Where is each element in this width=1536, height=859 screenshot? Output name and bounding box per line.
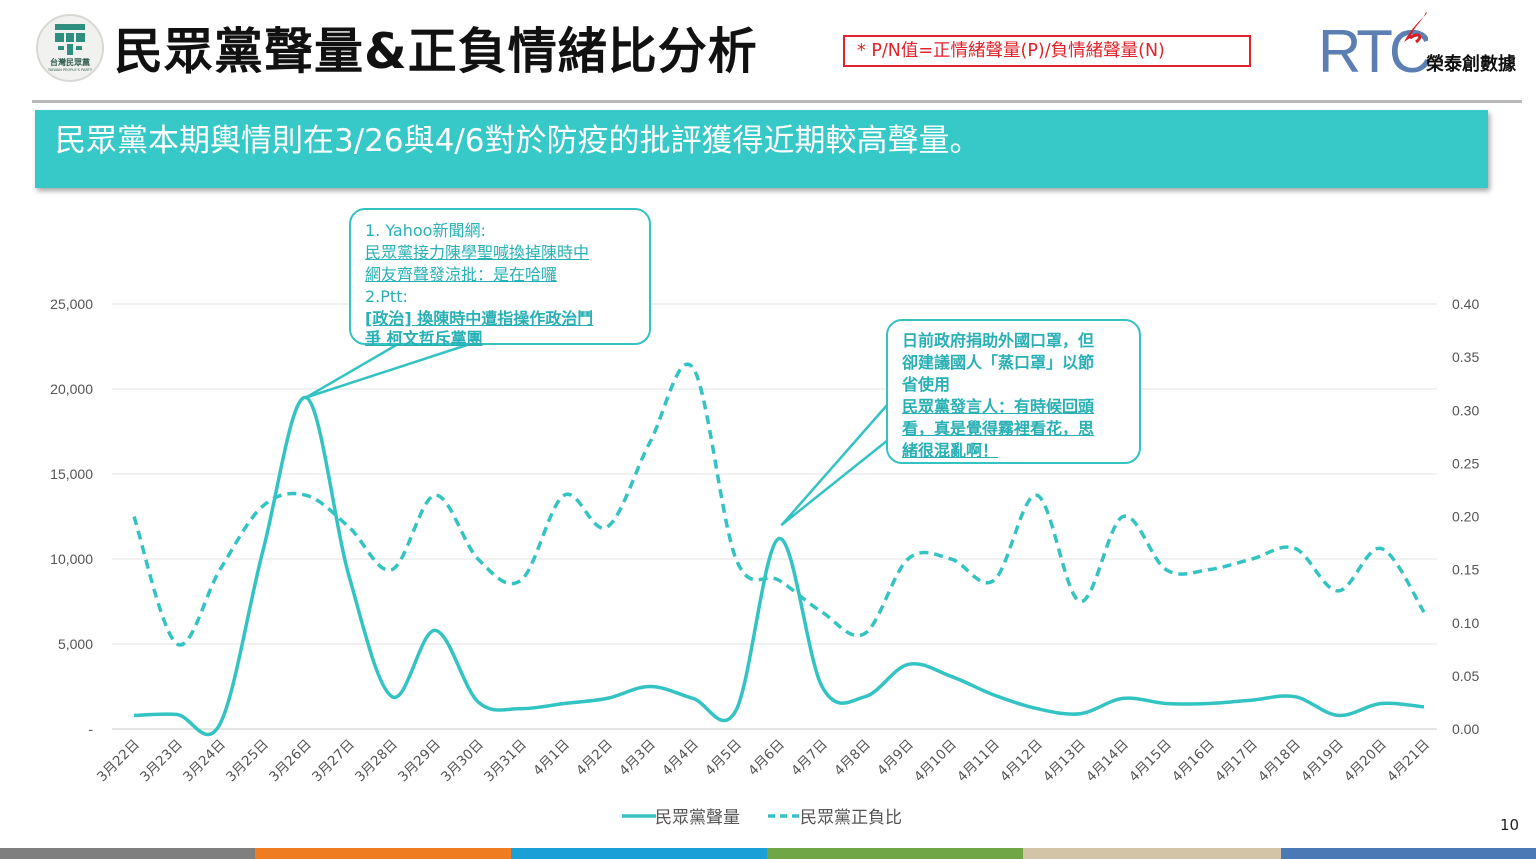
right-axis-tick-label: 0.00 xyxy=(1452,721,1479,737)
footer-bar xyxy=(0,848,255,859)
rtc-logo: RTC xyxy=(1318,12,1428,78)
x-axis-tick-label: 4月1日 xyxy=(530,737,573,780)
brand-name: 榮泰創數據 xyxy=(1426,54,1516,75)
x-axis-tick-label: 4月7日 xyxy=(788,737,831,780)
left-axis-tick-label: 20,000 xyxy=(50,381,93,397)
x-axis-tick-label: 4月6日 xyxy=(745,737,788,780)
x-axis-tick-label: 4月8日 xyxy=(831,737,874,780)
callout-link[interactable]: 爭 柯文哲斥黨團 xyxy=(365,329,483,348)
x-axis-tick-label: 3月22日 xyxy=(94,737,143,786)
x-axis-tick-label: 3月25日 xyxy=(223,737,272,786)
right-axis-tick-label: 0.20 xyxy=(1452,509,1479,525)
callout-link[interactable]: 民眾黨接力陳學聖喊換掉陳時中 xyxy=(365,243,590,262)
x-axis-tick-label: 4月15日 xyxy=(1126,737,1175,786)
x-axis-tick-label: 4月18日 xyxy=(1255,737,1304,786)
left-axis-tick-label: 10,000 xyxy=(50,551,93,567)
header-divider xyxy=(32,100,1522,103)
x-axis-tick-label: 4月10日 xyxy=(911,737,960,786)
x-axis-tick-label: 3月30日 xyxy=(438,737,487,786)
x-axis-tick-label: 4月2日 xyxy=(573,737,616,780)
x-axis-tick-label: 3月27日 xyxy=(309,737,358,786)
x-axis-tick-label: 4月12日 xyxy=(997,737,1046,786)
x-axis-tick-label: 3月24日 xyxy=(180,737,229,786)
x-axis-tick-label: 3月29日 xyxy=(395,737,444,786)
party-emblem-icon xyxy=(55,24,85,55)
right-axis-tick-label: 0.15 xyxy=(1452,562,1479,578)
x-axis-tick-label: 3月23日 xyxy=(137,737,186,786)
logo-text: 台灣民眾黨 xyxy=(50,58,90,67)
right-axis-tick-label: 0.35 xyxy=(1452,349,1479,365)
right-axis-tick-label: 0.25 xyxy=(1452,455,1479,471)
callout-line: 省使用 xyxy=(902,375,951,394)
callout-link[interactable]: 民眾黨發言人：有時候回頭 xyxy=(902,397,1095,416)
logo-subtext: TAIWAN PEOPLE'S PARTY xyxy=(47,68,93,72)
summary-text: 民眾黨本期輿情則在3/26與4/6對於防疫的批評獲得近期較高聲量。 xyxy=(55,123,981,159)
legend-dashed-swatch xyxy=(768,814,802,818)
legend-solid-swatch xyxy=(622,814,656,818)
x-axis-tick-label: 4月14日 xyxy=(1083,737,1132,786)
x-axis-tick-label: 4月17日 xyxy=(1212,737,1261,786)
x-axis-tick-label: 4月13日 xyxy=(1040,737,1089,786)
x-axis-tick-label: 3月28日 xyxy=(352,737,401,786)
footer-bar xyxy=(1023,848,1281,859)
x-axis-tick-label: 4月5日 xyxy=(702,737,745,780)
x-axis-tick-label: 3月31日 xyxy=(481,737,530,786)
callout-line: 2.Ptt: xyxy=(365,287,408,306)
callout-mar26: 1. Yahoo新聞網: 民眾黨接力陳學聖喊換掉陳時中 網友齊聲發涼批：是在哈囉… xyxy=(349,208,651,348)
callout-link[interactable]: 看，真是覺得霧裡看花，思 xyxy=(902,419,1095,438)
pn-definition-note: * P/N值=正情緒聲量(P)/負情緒聲量(N) xyxy=(843,35,1251,67)
callout-link[interactable]: 緒很混亂啊！ xyxy=(902,441,999,460)
footer-bar xyxy=(511,848,767,859)
series-line-volume xyxy=(133,395,1425,737)
x-axis-tick-label: 4月21日 xyxy=(1384,737,1433,786)
callout-apr06: 日前政府捐助外國口罩，但 卻建議國人「蒸口罩」以節 省使用 民眾黨發言人：有時候… xyxy=(886,319,1141,464)
x-axis-tick-label: 4月16日 xyxy=(1169,737,1218,786)
callout-line: 1. Yahoo新聞網: xyxy=(365,221,486,240)
summary-banner: 民眾黨本期輿情則在3/26與4/6對於防疫的批評獲得近期較高聲量。 xyxy=(35,110,1488,188)
callout-link[interactable]: [政治] 換陳時中遭指操作政治鬥 xyxy=(365,309,594,328)
left-axis-tick-label: - xyxy=(88,721,93,737)
footer-bar xyxy=(767,848,1023,859)
callout-line: 卻建議國人「蒸口罩」以節 xyxy=(902,353,1095,372)
series-line-pn-ratio xyxy=(132,362,1426,647)
x-axis-tick-label: 4月19日 xyxy=(1298,737,1347,786)
x-axis-tick-label: 4月11日 xyxy=(954,737,1003,786)
x-axis-tick-label: 4月9日 xyxy=(874,737,917,780)
left-axis-tick-label: 5,000 xyxy=(58,636,93,652)
x-axis-tick-label: 3月26日 xyxy=(266,737,315,786)
left-axis-tick-label: 25,000 xyxy=(50,296,93,312)
callout-line: 日前政府捐助外國口罩，但 xyxy=(902,331,1095,350)
right-axis-tick-label: 0.10 xyxy=(1452,615,1479,631)
legend-label-volume: 民眾黨聲量 xyxy=(655,808,740,828)
rtc-letters: RTC xyxy=(1318,18,1428,78)
legend-label-pn-ratio: 民眾黨正負比 xyxy=(800,808,902,828)
x-axis-tick-label: 4月20日 xyxy=(1341,737,1390,786)
x-axis-tick-label: 4月4日 xyxy=(659,737,702,780)
footer-bar xyxy=(255,848,511,859)
right-axis-tick-label: 0.05 xyxy=(1452,668,1479,684)
right-axis-tick-label: 0.40 xyxy=(1452,296,1479,312)
right-axis-tick-label: 0.30 xyxy=(1452,402,1479,418)
page-number: 10 xyxy=(1500,816,1520,834)
party-logo: 台灣民眾黨 TAIWAN PEOPLE'S PARTY xyxy=(36,14,104,82)
page-title: 民眾黨聲量&正負情緒比分析 xyxy=(114,23,758,80)
left-axis-tick-label: 15,000 xyxy=(50,466,93,482)
callout-link[interactable]: 網友齊聲發涼批：是在哈囉 xyxy=(365,265,558,284)
x-axis-tick-label: 4月3日 xyxy=(616,737,659,780)
footer-bar xyxy=(1281,848,1536,859)
callout-pointer xyxy=(780,402,890,526)
